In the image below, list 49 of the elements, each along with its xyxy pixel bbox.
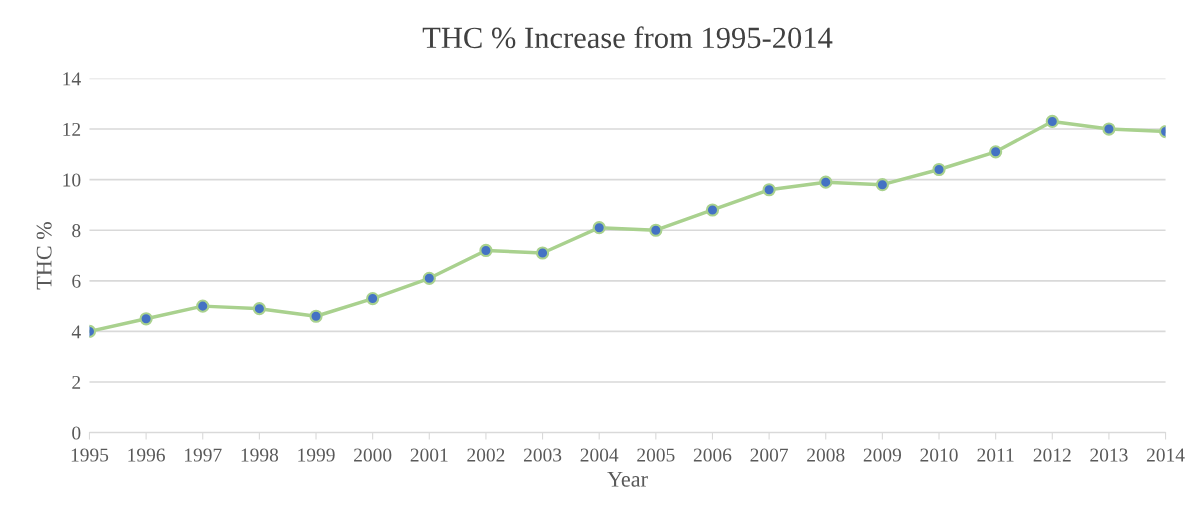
y-tick-label: 8: [72, 224, 81, 238]
x-tick-label: 2001: [410, 448, 448, 462]
x-axis-title: Year: [607, 471, 648, 487]
point: [535, 246, 550, 260]
x-tick-label: 2008: [807, 448, 845, 462]
x-tick-label: 2009: [863, 448, 902, 462]
x-tick-label: 2011: [977, 448, 1014, 462]
y-tick-label: 6: [72, 274, 81, 288]
x-tick-label: 2004: [580, 448, 619, 462]
point: [1045, 114, 1059, 129]
x-tick-label: 2005: [637, 448, 675, 462]
point: [252, 302, 266, 316]
x-tick-label: 1995: [71, 448, 109, 462]
point: [309, 309, 323, 323]
x-tick-label: 2013: [1090, 448, 1128, 462]
x-tick-label: 2010: [920, 448, 958, 462]
point: [196, 299, 210, 313]
point: [932, 162, 946, 177]
x-tick-label: 1997: [185, 448, 222, 462]
point: [875, 178, 889, 192]
point: [422, 271, 436, 285]
point: [989, 145, 1003, 159]
y-axis-title: THC %: [36, 222, 52, 290]
point: [819, 175, 833, 189]
x-tick-label: 1999: [298, 448, 335, 462]
chart-title: THC % Increase from 1995-2014: [422, 26, 833, 49]
x-tick-label: 2003: [523, 448, 562, 462]
y-tick-label: 14: [63, 72, 81, 86]
x-tick-label: 1998: [241, 448, 279, 462]
x-tick-label: 2000: [354, 448, 392, 462]
y-tick-label: 2: [72, 375, 81, 389]
x-tick-label: 2002: [467, 448, 505, 462]
point: [366, 291, 380, 306]
x-tick-label: 2006: [693, 448, 732, 462]
y-tick-label: 10: [63, 173, 81, 187]
y-tick-label: 12: [63, 122, 81, 136]
x-tick-label: 2014: [1146, 448, 1185, 462]
x-tick-label: 1996: [128, 448, 165, 462]
x-tick-label: 2007: [750, 448, 788, 462]
y-tick-label: 0: [72, 426, 81, 440]
point: [1102, 122, 1116, 136]
point: [705, 203, 720, 217]
point: [762, 183, 776, 197]
point: [479, 243, 493, 258]
point: [592, 221, 606, 235]
x-tick-label: 2012: [1033, 448, 1071, 462]
point: [139, 312, 153, 326]
point: [649, 223, 663, 237]
y-tick-label: 4: [71, 325, 81, 339]
